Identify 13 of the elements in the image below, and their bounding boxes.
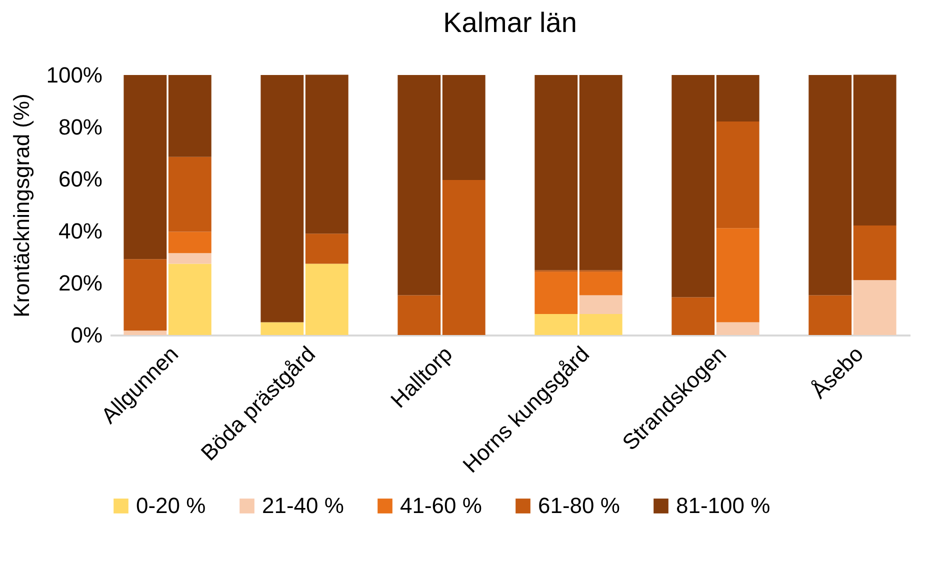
y-tick-label: 20% (58, 270, 102, 296)
y-tick-label: 100% (46, 62, 102, 88)
legend-label: 21-40 % (262, 493, 344, 518)
y-axis-title: Krontäckningsgrad (%) (9, 94, 34, 318)
y-tick-label: 60% (58, 166, 102, 192)
legend-label: 41-60 % (400, 493, 482, 518)
legend-label: 0-20 % (136, 493, 206, 518)
legend-label: 61-80 % (538, 493, 620, 518)
y-tick-label: 80% (58, 114, 102, 140)
chart-title: Kalmar län (443, 7, 577, 38)
y-tick-label: 0% (70, 322, 102, 348)
legend-label: 81-100 % (676, 493, 770, 518)
y-tick-label: 40% (58, 218, 102, 244)
